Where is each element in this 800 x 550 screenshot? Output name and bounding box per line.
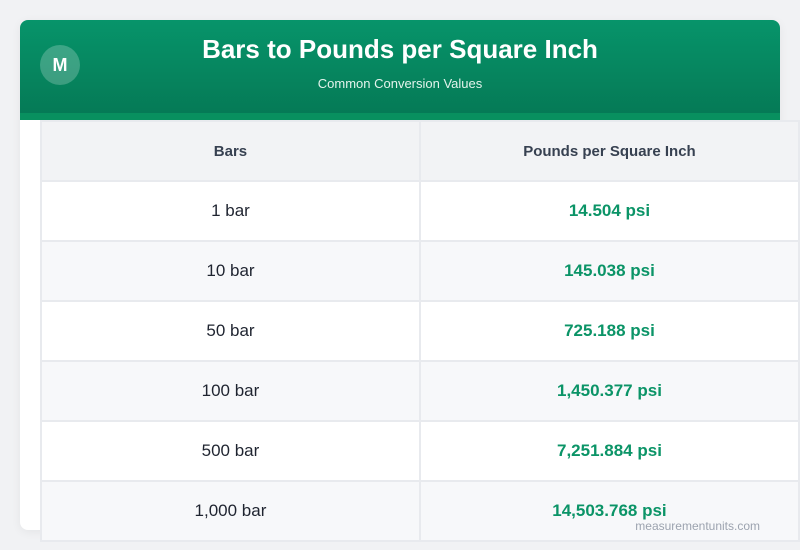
conversion-table: Bars Pounds per Square Inch 1 bar 14.504… bbox=[40, 120, 800, 542]
bars-cell: 1,000 bar bbox=[40, 480, 421, 542]
card-header: M Bars to Pounds per Square Inch Common … bbox=[20, 20, 780, 120]
bars-cell: 50 bar bbox=[40, 300, 421, 362]
page-subtitle: Common Conversion Values bbox=[317, 76, 483, 91]
psi-cell: 145.038 psi bbox=[418, 240, 800, 302]
column-header-bars: Bars bbox=[40, 120, 421, 182]
table-row: 1,000 bar 14,503.768 psi bbox=[40, 480, 800, 542]
psi-cell: 14,503.768 psi bbox=[418, 480, 800, 542]
bars-cell: 500 bar bbox=[40, 420, 421, 482]
bars-cell: 100 bar bbox=[40, 360, 421, 422]
table-row: 500 bar 7,251.884 psi bbox=[40, 420, 800, 482]
column-header-psi: Pounds per Square Inch bbox=[418, 120, 800, 182]
logo-icon: M bbox=[40, 45, 80, 85]
psi-cell: 14.504 psi bbox=[418, 180, 800, 242]
table-row: 100 bar 1,450.377 psi bbox=[40, 360, 800, 422]
bars-cell: 10 bar bbox=[40, 240, 421, 302]
table-row: 1 bar 14.504 psi bbox=[40, 180, 800, 242]
page-title: Bars to Pounds per Square Inch bbox=[202, 34, 598, 64]
bars-cell: 1 bar bbox=[40, 180, 421, 242]
table-row: 10 bar 145.038 psi bbox=[40, 240, 800, 302]
psi-cell: 1,450.377 psi bbox=[418, 360, 800, 422]
watermark: measurementunits.com bbox=[635, 519, 760, 533]
psi-cell: 725.188 psi bbox=[418, 300, 800, 362]
table-header-row: Bars Pounds per Square Inch bbox=[40, 120, 800, 182]
psi-cell: 7,251.884 psi bbox=[418, 420, 800, 482]
table-row: 50 bar 725.188 psi bbox=[40, 300, 800, 362]
